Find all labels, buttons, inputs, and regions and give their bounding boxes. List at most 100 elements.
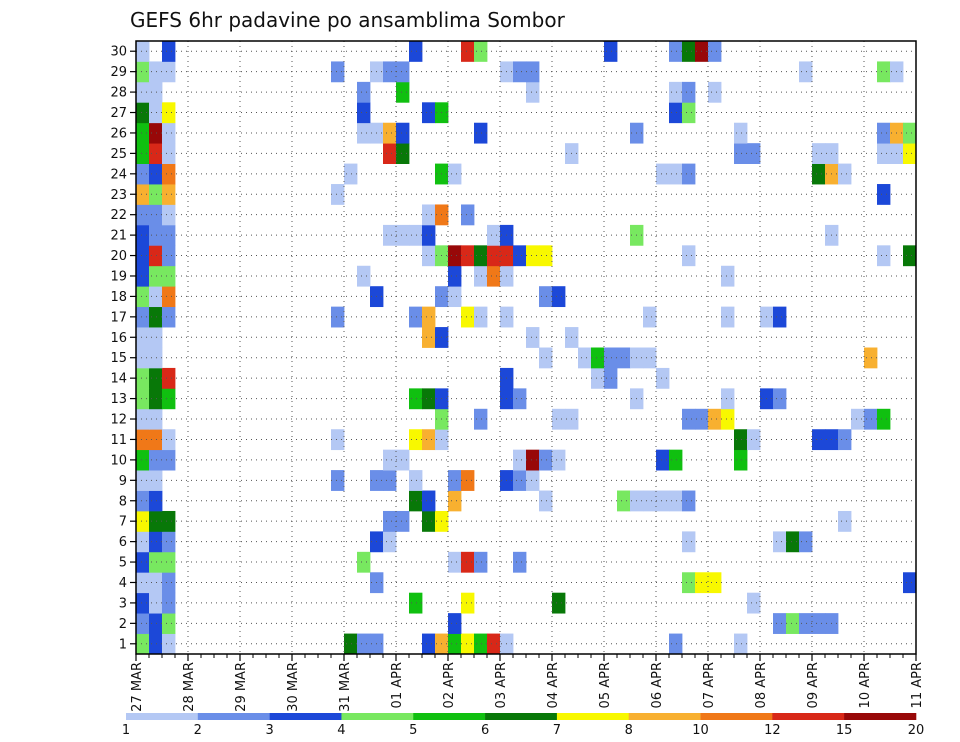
heatmap-cell xyxy=(136,531,150,553)
legend-swatch xyxy=(197,713,270,720)
heatmap-cell xyxy=(578,347,592,369)
color-legend: 1 2 3 4 5 6 7 8 10 12 15 20 xyxy=(122,713,924,738)
heatmap-cell xyxy=(552,449,566,471)
heatmap-cell xyxy=(396,143,410,164)
x-tick-label: 29 MAR xyxy=(234,662,249,712)
heatmap-cell xyxy=(136,184,150,205)
heatmap-cell xyxy=(396,81,410,103)
heatmap-cell xyxy=(136,592,150,614)
heatmap-cell xyxy=(448,470,462,491)
heatmap-cell xyxy=(162,41,176,62)
heatmap-cell xyxy=(669,449,683,471)
heatmap-cell xyxy=(474,633,488,655)
legend-label: 3 xyxy=(265,723,273,738)
heatmap-cell xyxy=(682,490,696,512)
heatmap-cell xyxy=(474,245,488,267)
x-tick-label: 28 MAR xyxy=(182,662,197,712)
heatmap-cell xyxy=(331,61,345,83)
heatmap-cell xyxy=(149,102,163,124)
y-tick-label: 10 xyxy=(110,453,127,468)
heatmap-cell xyxy=(162,572,176,594)
heatmap-cell xyxy=(136,122,150,144)
heatmap-cell xyxy=(539,347,553,369)
heatmap-cell xyxy=(734,633,748,655)
heatmap-cell xyxy=(409,41,423,62)
heatmap-cell xyxy=(422,327,436,348)
heatmap-cell xyxy=(461,592,475,614)
heatmap-cell xyxy=(448,551,462,573)
heatmap-cell xyxy=(409,306,423,328)
heatmap-cell xyxy=(903,572,917,594)
heatmap-cell xyxy=(149,204,163,226)
heatmap-cell xyxy=(526,81,540,103)
legend-label: 2 xyxy=(194,723,202,738)
heatmap-cell xyxy=(487,633,501,655)
heatmap-cell xyxy=(604,41,618,62)
y-tick-label: 17 xyxy=(110,310,127,325)
legend-label: 7 xyxy=(553,723,561,738)
heatmap-cell xyxy=(383,122,397,144)
heatmap-cell xyxy=(682,408,696,430)
heatmap-cell xyxy=(682,102,696,124)
heatmap-cell xyxy=(682,245,696,267)
heatmap-cell xyxy=(539,490,553,512)
y-tick-label: 8 xyxy=(119,494,127,509)
heatmap-cell xyxy=(773,306,787,328)
y-tick-label: 5 xyxy=(119,556,127,571)
y-axis: 1234567891011121314151617181920212223242… xyxy=(110,45,136,652)
heatmap-cell xyxy=(604,367,618,389)
heatmap-cell xyxy=(747,143,761,164)
legend-swatch xyxy=(556,713,630,720)
heatmap-cell xyxy=(357,551,371,573)
y-tick-label: 29 xyxy=(110,65,127,80)
heatmap-cell xyxy=(396,224,410,246)
heatmap-cell xyxy=(149,245,163,267)
heatmap-cell xyxy=(474,265,488,287)
heatmap-cell xyxy=(513,449,527,471)
y-tick-label: 14 xyxy=(110,372,127,387)
heatmap-cell xyxy=(903,143,917,164)
heatmap-cell xyxy=(669,490,683,512)
heatmap-cell xyxy=(136,551,150,573)
heatmap-cell xyxy=(149,592,163,614)
heatmap-cell xyxy=(734,143,748,164)
legend-label: 4 xyxy=(337,723,345,738)
heatmap-cell xyxy=(136,245,150,267)
y-tick-label: 20 xyxy=(110,249,127,264)
heatmap-cell xyxy=(877,122,891,144)
heatmap-cell xyxy=(448,163,462,185)
heatmap-cell xyxy=(383,61,397,83)
heatmap-cell xyxy=(656,367,670,389)
heatmap-cell xyxy=(461,633,475,655)
heatmap-cell xyxy=(656,163,670,185)
heatmap-cell xyxy=(162,163,176,185)
legend-swatch xyxy=(269,713,342,720)
heatmap-cell xyxy=(474,41,488,62)
legend-swatch xyxy=(628,713,701,720)
heatmap-cell xyxy=(786,531,800,553)
heatmap-cell xyxy=(461,204,475,226)
heatmap-cell xyxy=(149,408,163,430)
heatmap-cell xyxy=(422,102,436,124)
heatmap-cell xyxy=(799,61,813,83)
heatmap-cell xyxy=(526,449,540,471)
heatmap-cell xyxy=(552,286,566,308)
heatmap-cell xyxy=(162,613,176,634)
y-tick-label: 27 xyxy=(110,106,127,121)
heatmap-cell xyxy=(149,61,163,83)
heatmap-cell xyxy=(669,633,683,655)
heatmap-cell xyxy=(149,633,163,655)
heatmap-cell xyxy=(149,347,163,369)
heatmap-cell xyxy=(136,41,150,62)
heatmap-cell xyxy=(344,633,358,655)
heatmap-cell xyxy=(149,449,163,471)
heatmap-cell xyxy=(552,592,566,614)
heatmap-cell xyxy=(422,245,436,267)
y-tick-label: 13 xyxy=(110,392,127,407)
heatmap-cell xyxy=(799,613,813,634)
heatmap-cell xyxy=(422,633,436,655)
heatmap-cell xyxy=(422,204,436,226)
heatmap-cell xyxy=(448,613,462,634)
heatmap-cell xyxy=(643,306,657,328)
heatmap-cell xyxy=(136,81,150,103)
